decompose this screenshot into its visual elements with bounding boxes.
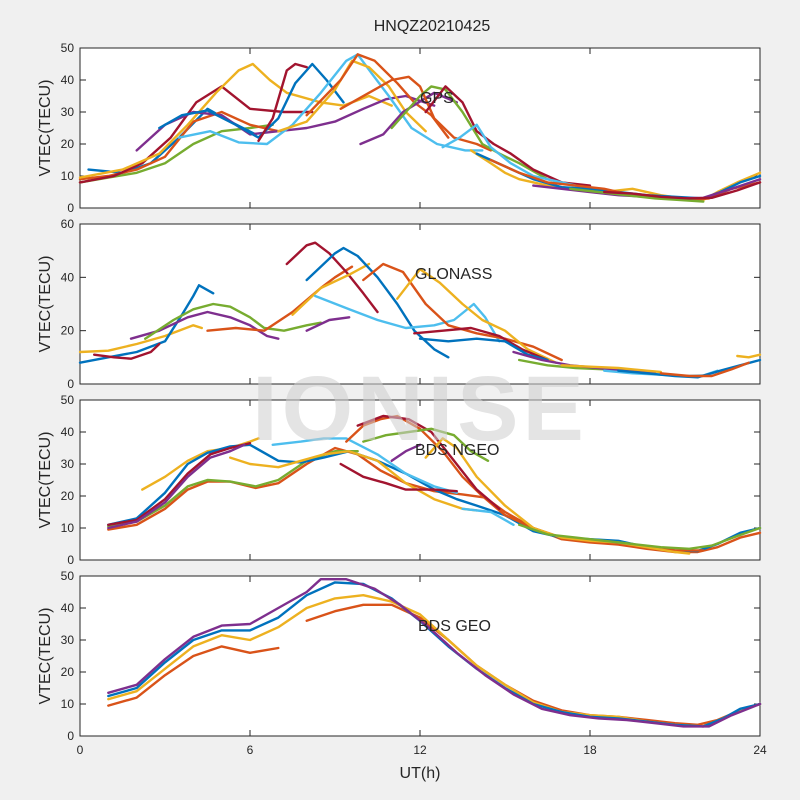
system-label-glonass: GLONASS xyxy=(415,266,492,283)
series-line-bds-ngeo-9 xyxy=(339,462,458,493)
xtick-label: 12 xyxy=(413,743,427,757)
panel-gps: 0 10 20 30 40 50 GPS VTEC(TECU) xyxy=(37,41,762,215)
ytick-label: 60 xyxy=(61,217,75,231)
series-line-glonass-5 xyxy=(144,302,322,340)
ytick-label: 20 xyxy=(61,489,75,503)
series-line-bds-geo-2 xyxy=(305,603,762,726)
ytick-label: 40 xyxy=(61,425,75,439)
ytick-label: 10 xyxy=(61,521,75,535)
series-line-gps-16 xyxy=(441,123,592,190)
ytick-label: 50 xyxy=(61,393,75,407)
xlabel: UT(h) xyxy=(400,765,441,782)
panel-bds-ngeo: 0 10 20 30 40 50 BDS NGEO VTEC(TECU) xyxy=(37,393,762,567)
series-line-bds-ngeo-13 xyxy=(390,443,422,462)
ytick-label: 0 xyxy=(67,553,74,567)
watermark: IONISE xyxy=(252,358,588,460)
xtick-label: 0 xyxy=(77,743,84,757)
ytick-label: 0 xyxy=(67,729,74,743)
ytick-label: 30 xyxy=(61,633,75,647)
series-line-bds-ngeo-7 xyxy=(229,450,478,512)
ytick-label: 50 xyxy=(61,41,75,55)
series-line-glonass-13 xyxy=(396,268,558,364)
ytick-label: 40 xyxy=(61,73,75,87)
series-line-bds-ngeo-12 xyxy=(362,427,490,462)
series-line-glonass-18 xyxy=(560,364,662,374)
system-label-bds-geo: BDS GEO xyxy=(418,618,491,635)
ytick-label: 0 xyxy=(67,377,74,391)
xtick-label: 24 xyxy=(753,743,767,757)
ylabel-bds-geo: VTEC(TECU) xyxy=(37,608,54,705)
series-line-bds-ngeo-15 xyxy=(461,507,515,526)
plot-area-gps xyxy=(79,47,761,209)
series-line-glonass-22 xyxy=(736,353,762,359)
series-line-glonass-14 xyxy=(413,326,549,362)
ytick-label: 30 xyxy=(61,457,75,471)
series-line-gps-11 xyxy=(305,53,450,139)
panel-glonass: 0 20 40 60 GLONASS VTEC(TECU) xyxy=(37,217,762,391)
series-line-glonass-12 xyxy=(362,262,563,362)
ylabel-bds-ngeo: VTEC(TECU) xyxy=(37,432,54,529)
series-line-gps-8 xyxy=(178,53,484,152)
series-line-bds-ngeo-11 xyxy=(356,414,501,510)
series-line-glonass-15 xyxy=(418,337,549,362)
series-line-gps-10 xyxy=(277,59,427,133)
ytick-label: 30 xyxy=(61,105,75,119)
ytick-label: 40 xyxy=(61,601,75,615)
series-line-gps-13 xyxy=(339,75,492,152)
series-line-glonass-1 xyxy=(78,324,203,354)
series-line-glonass-3 xyxy=(93,342,161,360)
series-line-bds-ngeo-14 xyxy=(424,437,691,555)
series-line-gps-4 xyxy=(78,85,314,184)
system-label-bds-ngeo: BDS NGEO xyxy=(415,442,499,459)
plot-area-glonass xyxy=(79,223,761,385)
system-label-gps: GPS xyxy=(420,90,454,107)
series-line-glonass-4 xyxy=(129,310,280,340)
series-line-glonass-6 xyxy=(206,265,354,332)
series-line-bds-geo-5 xyxy=(107,578,762,728)
series-line-bds-ngeo-8 xyxy=(271,437,458,494)
series-line-glonass-9 xyxy=(305,316,351,332)
series-line-bds-ngeo-5 xyxy=(107,442,252,526)
series-line-bds-ngeo-16 xyxy=(518,523,762,550)
ylabel-glonass: VTEC(TECU) xyxy=(37,256,54,353)
series-line-gps-12 xyxy=(359,91,458,146)
series-line-gps-5 xyxy=(78,62,393,179)
ytick-label: 20 xyxy=(61,665,75,679)
series-line-bds-ngeo-3 xyxy=(141,437,260,491)
ytick-label: 20 xyxy=(61,324,75,338)
ytick-label: 20 xyxy=(61,137,75,151)
series-line-gps-9 xyxy=(257,62,308,142)
ylabel-gps: VTEC(TECU) xyxy=(37,80,54,177)
xtick-label: 18 xyxy=(583,743,597,757)
ytick-label: 10 xyxy=(61,169,75,183)
panel-bds-geo: 0 10 20 30 40 50 BDS GEO VTEC(TECU) 0 6 12 18 24 UT(h… xyxy=(37,569,767,782)
series-line-gps-21 xyxy=(569,187,705,203)
series-line-bds-geo-1 xyxy=(107,645,280,707)
xtick-label: 6 xyxy=(247,743,254,757)
series-line-gps-15 xyxy=(424,85,592,187)
series-line-glonass-21 xyxy=(659,361,750,378)
ytick-label: 50 xyxy=(61,569,75,583)
series-line-glonass-11 xyxy=(314,294,501,343)
series-line-glonass-7 xyxy=(285,241,379,314)
ytick-label: 10 xyxy=(61,697,75,711)
figure-title: HNQZ20210425 xyxy=(374,18,491,35)
series-line-glonass-10 xyxy=(305,246,450,359)
series-line-bds-ngeo-6 xyxy=(107,443,246,530)
series-line-gps-22 xyxy=(603,181,762,200)
panels: 01020304050GPSVTEC(TECU)0204060GLONASSVT… xyxy=(37,41,767,782)
series-line-gps-7 xyxy=(158,62,345,139)
series-line-gps-3 xyxy=(78,110,280,181)
ytick-label: 0 xyxy=(67,201,74,215)
series-line-glonass-8 xyxy=(291,262,371,316)
ytick-label: 40 xyxy=(61,270,75,284)
